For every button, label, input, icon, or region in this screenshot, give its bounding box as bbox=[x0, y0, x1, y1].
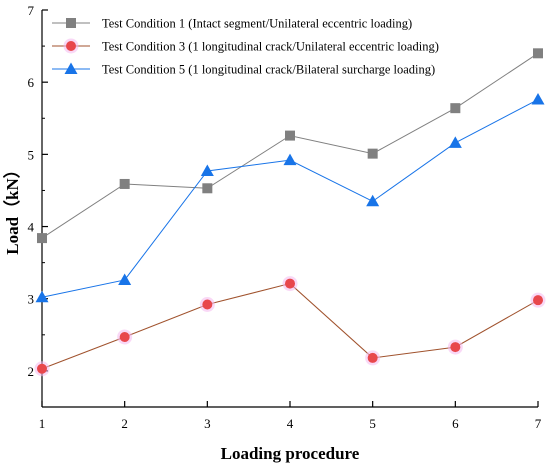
series-3 bbox=[35, 93, 545, 303]
x-tick-label: 2 bbox=[121, 416, 128, 431]
legend: Test Condition 1 (Intact segment/Unilate… bbox=[52, 17, 439, 77]
data-point bbox=[37, 363, 47, 374]
data-point bbox=[448, 136, 462, 148]
legend-label: Test Condition 5 (1 longitudinal crack/B… bbox=[102, 63, 435, 77]
data-point bbox=[200, 164, 214, 176]
legend-marker bbox=[66, 41, 76, 51]
data-point bbox=[118, 273, 132, 285]
y-axis-title: Load（kN） bbox=[2, 161, 22, 255]
series-layer bbox=[34, 48, 546, 377]
data-point bbox=[450, 342, 461, 353]
y-tick-label: 5 bbox=[28, 147, 35, 162]
legend-label: Test Condition 3 (1 longitudinal crack/U… bbox=[102, 40, 439, 54]
series-line bbox=[41, 283, 539, 370]
x-tick-label: 6 bbox=[452, 416, 459, 431]
data-point bbox=[285, 130, 295, 141]
legend-label: Test Condition 1 (Intact segment/Unilate… bbox=[102, 17, 412, 31]
y-tick-label: 4 bbox=[28, 220, 35, 235]
legend-marker bbox=[64, 62, 78, 74]
legend-marker bbox=[66, 18, 76, 28]
data-point bbox=[367, 148, 378, 159]
legend-item: Test Condition 3 (1 longitudinal crack/U… bbox=[52, 38, 439, 54]
series-line bbox=[41, 52, 539, 239]
data-point bbox=[367, 352, 378, 363]
data-point bbox=[202, 183, 213, 194]
data-point bbox=[37, 233, 47, 244]
y-tick-label: 7 bbox=[28, 3, 35, 18]
series-2 bbox=[34, 276, 546, 377]
data-point bbox=[531, 93, 545, 105]
data-point bbox=[285, 278, 295, 289]
data-point bbox=[450, 103, 461, 114]
x-tick-label: 4 bbox=[287, 416, 294, 431]
y-ticks: 2 3 4 5 6 7 bbox=[28, 3, 48, 408]
data-point bbox=[119, 178, 130, 189]
series-1 bbox=[37, 48, 543, 244]
data-point bbox=[283, 153, 297, 166]
data-point bbox=[533, 295, 543, 306]
x-axis-title: Loading procedure bbox=[221, 444, 360, 463]
y-tick-label: 2 bbox=[28, 364, 35, 379]
x-ticks: 1 2 3 4 5 6 7 bbox=[39, 401, 542, 431]
x-tick-label: 5 bbox=[369, 416, 376, 431]
data-point bbox=[119, 331, 130, 342]
data-point bbox=[366, 194, 380, 207]
x-tick-label: 3 bbox=[204, 416, 211, 431]
x-tick-label: 7 bbox=[535, 416, 542, 431]
series-line bbox=[41, 99, 539, 298]
data-point bbox=[202, 299, 213, 310]
data-point bbox=[35, 290, 49, 303]
legend-item: Test Condition 5 (1 longitudinal crack/B… bbox=[52, 62, 435, 77]
legend-item: Test Condition 1 (Intact segment/Unilate… bbox=[52, 17, 412, 31]
x-tick-label: 1 bbox=[39, 416, 46, 431]
y-tick-label: 3 bbox=[28, 292, 35, 307]
data-point bbox=[533, 48, 543, 59]
y-tick-label: 6 bbox=[28, 75, 35, 90]
